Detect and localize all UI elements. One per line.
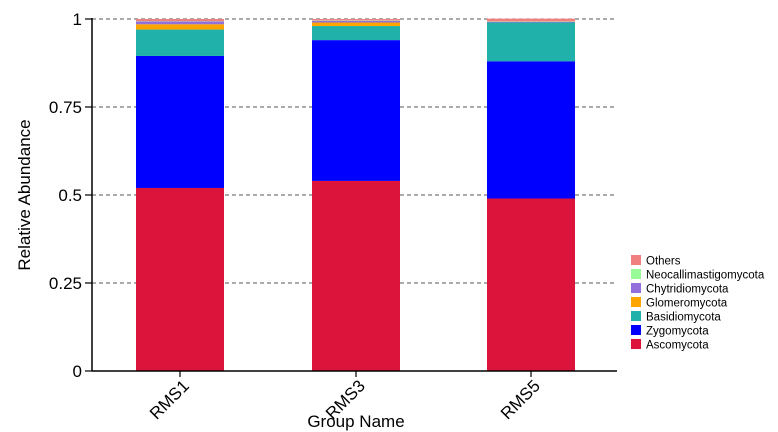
legend-swatch-basidiomycota — [631, 311, 641, 321]
bar-rms3-others — [312, 19, 400, 21]
bars — [136, 18, 575, 371]
legend-swatch-chytridiomycota — [631, 283, 641, 293]
x-tick-label-rms5: RMS5 — [497, 376, 544, 423]
legend-label-neocallimastigomycota: Neocallimastigomycota — [646, 270, 765, 282]
legend-label-others: Others — [646, 256, 681, 268]
legend-label-zygomycota: Zygomycota — [646, 326, 709, 338]
bar-rms1-others — [136, 19, 224, 22]
bar-rms3-ascomycota — [312, 180, 400, 371]
bar-rms5-ascomycota — [487, 198, 575, 371]
y-tick-label-0: 0 — [73, 362, 82, 381]
legend-swatch-ascomycota — [631, 339, 641, 349]
y-tick-label-3: 0.75 — [49, 98, 82, 117]
bar-rms3-glomeromycota — [312, 22, 400, 27]
legend-swatch-glomeromycota — [631, 297, 641, 307]
bar-rms1-ascomycota — [136, 187, 224, 371]
bar-rms5-zygomycota — [487, 61, 575, 199]
bar-rms1-basidiomycota — [136, 29, 224, 56]
x-tick-label-rms1: RMS1 — [146, 376, 193, 423]
legend-swatch-others — [631, 255, 641, 265]
bar-rms1-glomeromycota — [136, 24, 224, 30]
bar-rms3-basidiomycota — [312, 26, 400, 41]
legend-label-glomeromycota: Glomeromycota — [646, 298, 728, 310]
y-tick-label-4: 1 — [73, 10, 82, 29]
bar-rms5-others — [487, 18, 575, 22]
y-tick-label-1: 0.25 — [49, 274, 82, 293]
y-axis-title: Relative Abundance — [15, 119, 34, 270]
legend-swatch-zygomycota — [631, 325, 641, 335]
bar-rms1-chytridiomycota — [136, 21, 224, 25]
legend-label-ascomycota: Ascomycota — [646, 340, 709, 352]
bar-rms3-zygomycota — [312, 40, 400, 181]
bar-rms5-chytridiomycota — [487, 21, 575, 23]
legend-swatch-neocallimastigomycota — [631, 269, 641, 279]
legend-label-chytridiomycota: Chytridiomycota — [646, 284, 729, 296]
legend-label-basidiomycota: Basidiomycota — [646, 312, 721, 324]
y-tick-label-2: 0.5 — [58, 186, 82, 205]
bar-rms3-chytridiomycota — [312, 20, 400, 23]
x-axis-title: Group Name — [307, 412, 404, 431]
legend: Others Neocallimastigomycota Chytridiomyco… — [631, 255, 765, 352]
bar-rms1-zygomycota — [136, 55, 224, 188]
bar-rms5-basidiomycota — [487, 22, 575, 62]
